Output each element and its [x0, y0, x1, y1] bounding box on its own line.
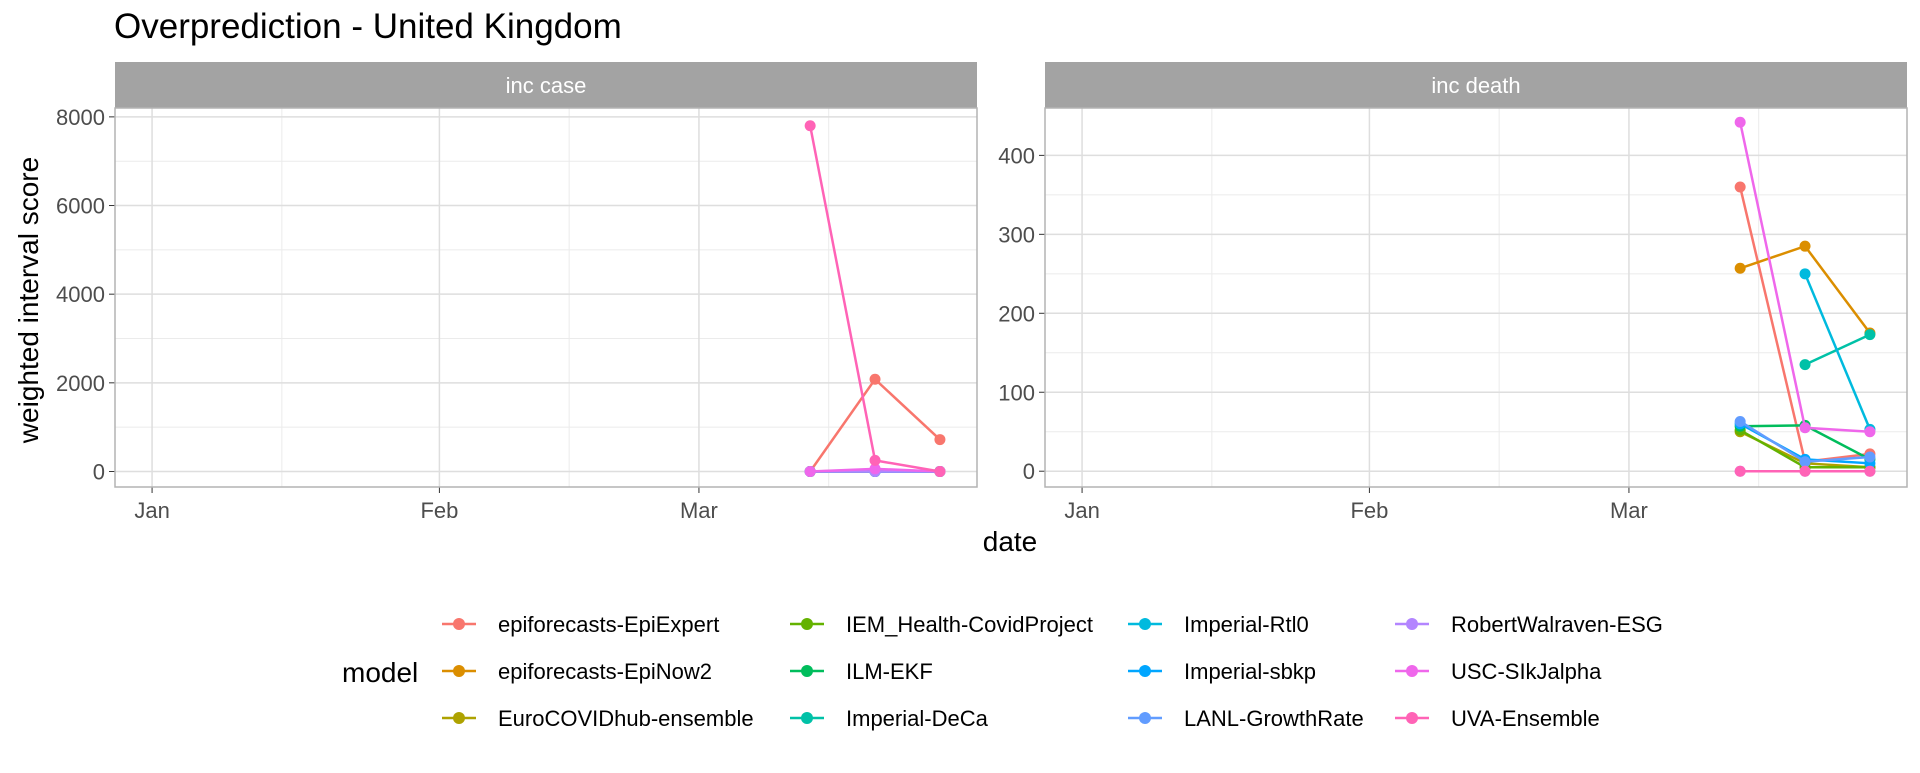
- data-point: [1734, 415, 1746, 427]
- x-tick-label: Mar: [680, 498, 718, 523]
- x-tick-label: Feb: [1350, 498, 1388, 523]
- y-tick-label: 0: [93, 459, 105, 484]
- y-tick-label: 400: [998, 143, 1035, 168]
- legend-item: Imperial-Rtl0: [1128, 612, 1309, 637]
- panel-inc-case: inc case 0 2000 4000 6000 8000 Jan Feb Mar: [56, 62, 978, 523]
- y-tick-label: 200: [998, 301, 1035, 326]
- y-tick-label: 100: [998, 380, 1035, 405]
- data-point: [934, 465, 946, 477]
- data-point: [804, 465, 816, 477]
- facet-strip: [115, 62, 977, 108]
- plot-area: [1045, 108, 1907, 487]
- legend-label: Imperial-sbkp: [1184, 659, 1316, 684]
- data-point: [1734, 181, 1746, 193]
- legend-label: epiforecasts-EpiExpert: [498, 612, 719, 637]
- legend-key-dot: [453, 665, 465, 677]
- x-tick-label: Jan: [1064, 498, 1099, 523]
- legend-item: UVA-Ensemble: [1395, 706, 1600, 731]
- legend-label: IEM_Health-CovidProject: [846, 612, 1093, 637]
- panel-border: [1044, 107, 1908, 488]
- legend-item: RobertWalraven-ESG: [1395, 612, 1663, 637]
- legend-item: Imperial-DeCa: [790, 706, 989, 731]
- legend-item: EuroCOVIDhub-ensemble: [442, 706, 754, 731]
- legend-key-dot: [1406, 618, 1418, 630]
- legend-key-dot: [453, 712, 465, 724]
- data-point: [804, 120, 816, 132]
- legend-label: LANL-GrowthRate: [1184, 706, 1364, 731]
- legend-key-dot: [801, 618, 813, 630]
- y-tick-label: 2000: [56, 371, 105, 396]
- data-point: [1864, 465, 1876, 477]
- legend-key-dot: [1139, 618, 1151, 630]
- legend-key-dot: [1139, 665, 1151, 677]
- data-point: [1799, 359, 1811, 371]
- data-point: [869, 463, 881, 475]
- legend-item: epiforecasts-EpiNow2: [442, 659, 712, 684]
- plot-area: [115, 108, 977, 487]
- data-point: [1799, 422, 1811, 434]
- y-tick-label: 300: [998, 222, 1035, 247]
- data-point: [1864, 451, 1876, 463]
- legend-key-dot: [1406, 712, 1418, 724]
- x-tick-label: Feb: [420, 498, 458, 523]
- data-point: [1864, 426, 1876, 438]
- legend-key-dot: [801, 665, 813, 677]
- legend-item: USC-SIkJalpha: [1395, 659, 1602, 684]
- legend-item: Imperial-sbkp: [1128, 659, 1316, 684]
- legend-key-dot: [801, 712, 813, 724]
- legend-item: epiforecasts-EpiExpert: [442, 612, 719, 637]
- data-point: [1799, 465, 1811, 477]
- data-point: [934, 434, 946, 446]
- x-axis-label: date: [983, 526, 1038, 557]
- legend: model epiforecasts-EpiExpert epiforecasts…: [342, 612, 1663, 731]
- data-point: [869, 454, 881, 466]
- data-point: [1734, 465, 1746, 477]
- legend-label: ILM-EKF: [846, 659, 933, 684]
- legend-label: UVA-Ensemble: [1451, 706, 1600, 731]
- data-point: [1734, 116, 1746, 128]
- legend-label: USC-SIkJalpha: [1451, 659, 1602, 684]
- y-tick-label: 0: [1023, 459, 1035, 484]
- data-point: [869, 373, 881, 385]
- legend-title: model: [342, 657, 418, 688]
- data-point: [1799, 456, 1811, 468]
- y-tick-label: 8000: [56, 105, 105, 130]
- chart-title: Overprediction - United Kingdom: [114, 7, 622, 46]
- legend-item: LANL-GrowthRate: [1128, 706, 1364, 731]
- legend-label: Imperial-Rtl0: [1184, 612, 1309, 637]
- data-point: [1799, 268, 1811, 280]
- facet-strip: [1045, 62, 1907, 108]
- series-line: [1803, 273, 1872, 430]
- legend-key-dot: [1406, 665, 1418, 677]
- legend-item: ILM-EKF: [790, 659, 933, 684]
- legend-item: IEM_Health-CovidProject: [790, 612, 1093, 637]
- panel-inc-death: inc death 0 100 200 300 400 Jan Feb Mar: [998, 62, 1908, 523]
- legend-label: Imperial-DeCa: [846, 706, 989, 731]
- data-point: [1799, 240, 1811, 252]
- x-tick-label: Jan: [134, 498, 169, 523]
- legend-key-dot: [453, 618, 465, 630]
- legend-label: RobertWalraven-ESG: [1451, 612, 1663, 637]
- facet-strip-label: inc case: [506, 73, 587, 98]
- panel-border: [114, 107, 978, 488]
- legend-label: EuroCOVIDhub-ensemble: [498, 706, 754, 731]
- y-axis-label: weighted interval score: [13, 157, 44, 444]
- y-tick-label: 6000: [56, 194, 105, 219]
- data-point: [1734, 262, 1746, 274]
- facet-strip-label: inc death: [1431, 73, 1520, 98]
- legend-label: epiforecasts-EpiNow2: [498, 659, 712, 684]
- legend-key-dot: [1139, 712, 1151, 724]
- x-tick-label: Mar: [1610, 498, 1648, 523]
- data-point: [1864, 329, 1876, 341]
- y-tick-label: 4000: [56, 282, 105, 307]
